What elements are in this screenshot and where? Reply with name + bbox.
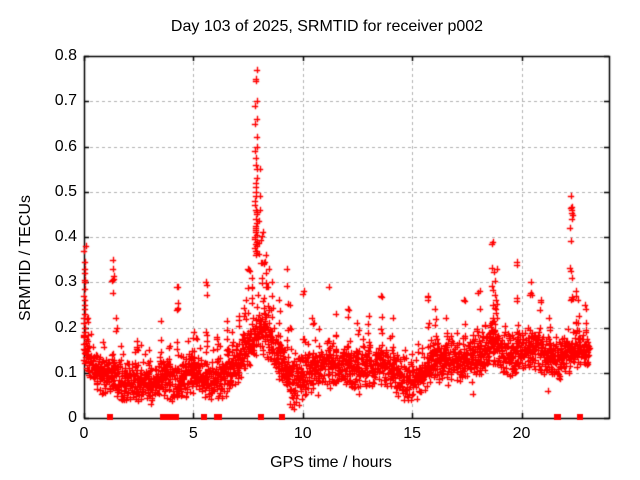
y-axis-label: SRMTID / TECUs bbox=[17, 195, 34, 321]
y-tick-label: 0.4 bbox=[54, 228, 77, 245]
y-tick-label: 0 bbox=[68, 409, 77, 426]
y-tick-label: 0.8 bbox=[54, 47, 77, 64]
x-tick-label: 20 bbox=[512, 425, 531, 442]
y-tick-label: 0.5 bbox=[54, 182, 77, 200]
x-tick-label: 5 bbox=[188, 425, 198, 442]
y-tick-label: 0.2 bbox=[54, 318, 77, 336]
x-tick-label: 10 bbox=[293, 425, 312, 442]
x-axis-label: GPS time / hours bbox=[270, 454, 392, 471]
y-tick-label: 0.6 bbox=[54, 137, 77, 155]
x-tick-label: 15 bbox=[403, 425, 422, 442]
chart-title: Day 103 of 2025, SRMTID for receiver p00… bbox=[170, 18, 484, 35]
x-tick-label: 0 bbox=[79, 425, 89, 442]
y-tick-label: 0.7 bbox=[54, 92, 77, 110]
y-tick-label: 0.1 bbox=[54, 363, 77, 381]
y-tick-label: 0.3 bbox=[54, 273, 77, 291]
